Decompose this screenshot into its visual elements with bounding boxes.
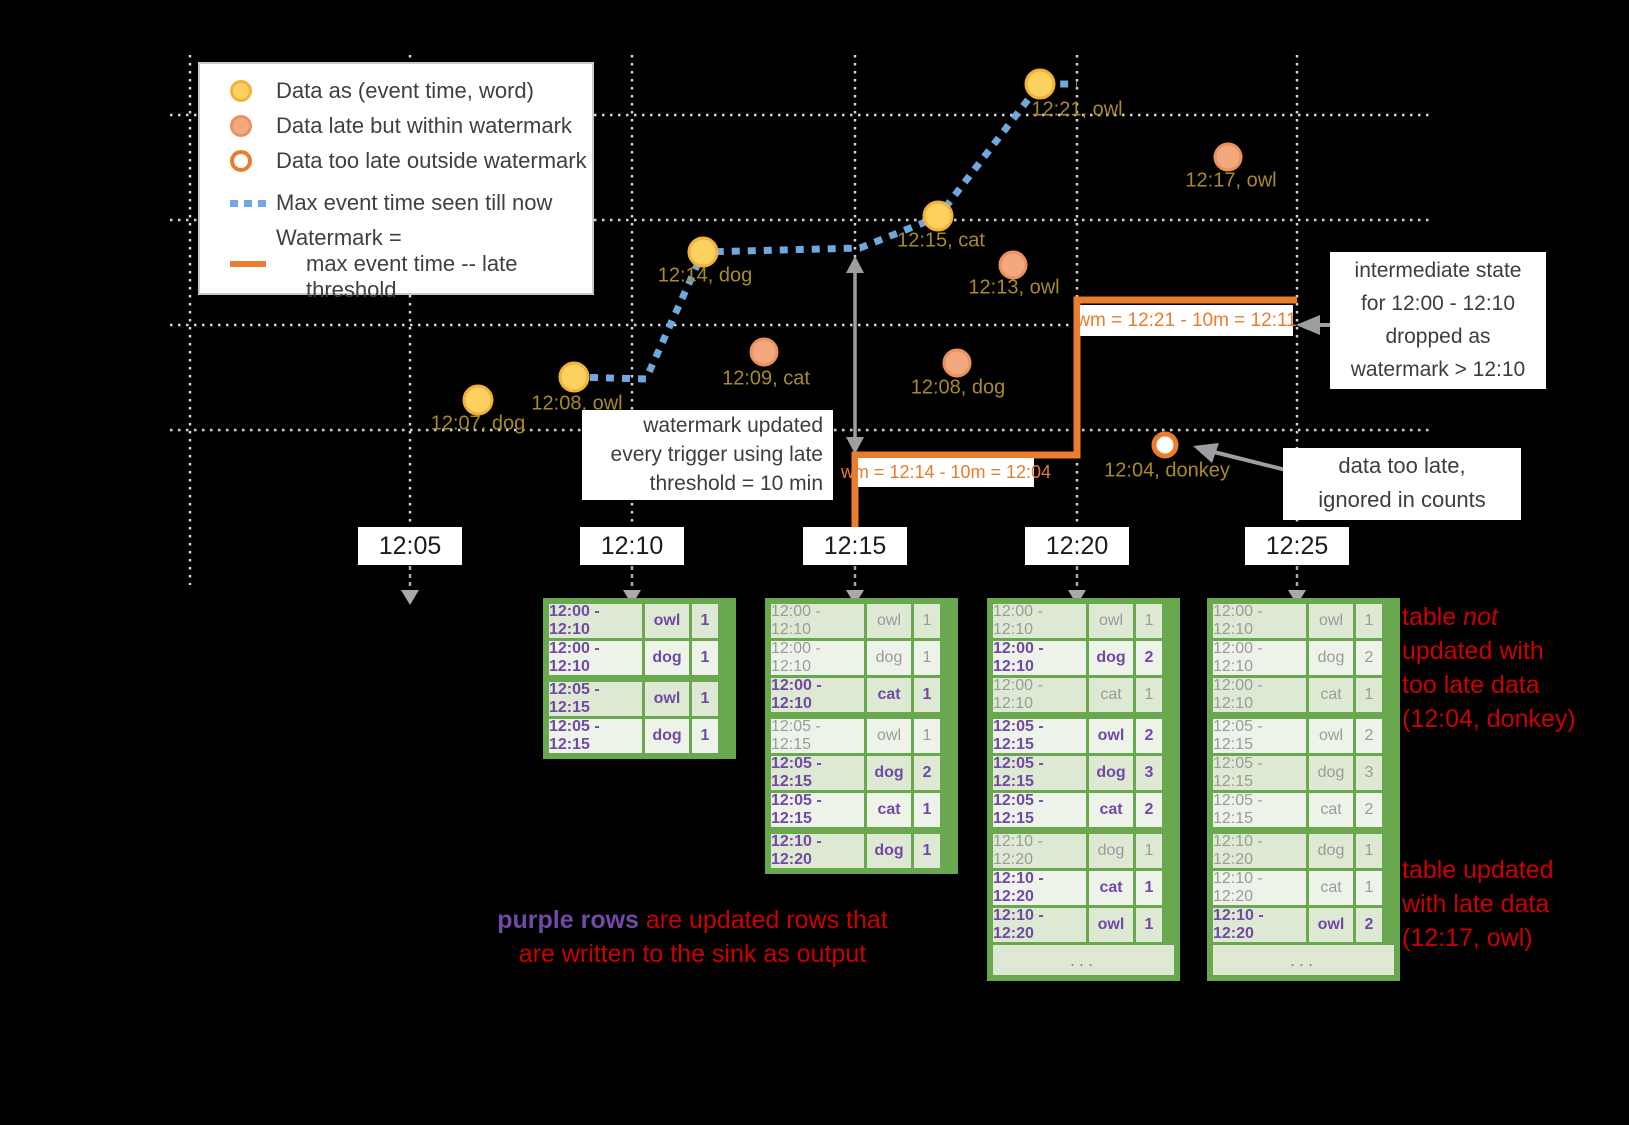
legend-label: Watermark = bbox=[276, 225, 402, 250]
point-label: 12:17, owl bbox=[1185, 169, 1277, 192]
table-row: 12:00 - 12:10 dog 2 bbox=[1213, 640, 1394, 675]
point-12-04-donkey bbox=[1151, 431, 1179, 459]
callout-data-too-late: data too late, ignored in counts bbox=[1283, 448, 1521, 520]
table-row: 12:10 - 12:20 owl 1 bbox=[993, 907, 1174, 942]
callout-watermark-updated: watermark updated every trigger using la… bbox=[582, 410, 833, 500]
too-late-dot-icon bbox=[230, 150, 252, 172]
time-label-12-25: 12:25 bbox=[1245, 527, 1349, 565]
point-label: 12:08, dog bbox=[910, 376, 1006, 399]
point-label: 12:15, cat bbox=[897, 229, 985, 252]
point-12-17-owl bbox=[1213, 142, 1243, 172]
point-12-13-owl bbox=[998, 250, 1028, 280]
table-row: 12:00 - 12:10 dog 1 bbox=[771, 640, 952, 675]
table-row: 12:05 - 12:15 owl 2 bbox=[1213, 718, 1394, 753]
table-row: 12:00 - 12:10 cat 1 bbox=[771, 677, 952, 712]
trigger-arrows bbox=[401, 566, 1306, 605]
table-row: 12:05 - 12:15 cat 1 bbox=[771, 792, 952, 827]
table-row: 12:05 - 12:15 owl 2 bbox=[993, 718, 1174, 753]
max-event-time-line bbox=[573, 80, 1077, 383]
on-time-dot-icon bbox=[230, 80, 252, 102]
table-row: 12:05 - 12:15 owl 1 bbox=[771, 718, 952, 753]
table-row: 12:00 - 12:10 owl 1 bbox=[1213, 603, 1394, 638]
point-label: 12:04, donkey bbox=[1104, 459, 1230, 482]
table-row: 12:10 - 12:20 dog 1 bbox=[771, 833, 952, 868]
table-row: 12:00 - 12:10 cat 1 bbox=[993, 677, 1174, 712]
legend-label: Data too late outside watermark bbox=[276, 148, 587, 173]
legend-item-max-event-time: Max event time seen till now bbox=[230, 190, 592, 216]
point-12-08-owl bbox=[558, 361, 590, 393]
table-row: 12:10 - 12:20 cat 1 bbox=[993, 870, 1174, 905]
result-table-12-25: 12:00 - 12:10 owl 1 12:00 - 12:10 dog 2 12:0… bbox=[1207, 598, 1400, 981]
table-row: 12:10 - 12:20 cat 1 bbox=[1213, 870, 1394, 905]
table-row: 12:00 - 12:10 owl 1 bbox=[549, 603, 730, 638]
watermark-line bbox=[851, 296, 1297, 527]
point-12-09-cat bbox=[749, 337, 779, 367]
table-row: 12:00 - 12:10 owl 1 bbox=[993, 603, 1174, 638]
point-12-14-dog bbox=[687, 236, 719, 268]
table-row: 12:10 - 12:20 owl 2 bbox=[1213, 907, 1394, 942]
legend: Data as (event time, word) Data late but… bbox=[198, 62, 594, 302]
note-table-updated: table updated with late data (12:17, owl… bbox=[1402, 856, 1554, 952]
table-row: 12:05 - 12:15 dog 3 bbox=[993, 755, 1174, 790]
point-label: 12:09, cat bbox=[722, 367, 810, 390]
point-12-15-cat bbox=[922, 200, 954, 232]
note-purple-rows: purple rows are updated rows that are wr… bbox=[497, 906, 888, 968]
watermark-value-1: wm = 12:14 - 10m = 12:04 bbox=[841, 458, 1051, 487]
result-table-12-10: 12:00 - 12:10 owl 1 12:00 - 12:10 dog 1 12:0… bbox=[543, 598, 736, 759]
legend-label: Data late but within watermark bbox=[276, 113, 572, 138]
time-label-12-20: 12:20 bbox=[1025, 527, 1129, 565]
point-label: 12:08, owl bbox=[531, 392, 623, 415]
max-event-time-line-icon bbox=[230, 199, 266, 207]
data-points bbox=[462, 68, 1243, 459]
point-label: 12:13, owl bbox=[968, 276, 1060, 299]
table-row: 12:05 - 12:15 owl 1 bbox=[549, 681, 730, 716]
point-label: 12:21, owl bbox=[1031, 98, 1123, 121]
legend-label: Max event time seen till now bbox=[276, 190, 553, 215]
table-more-row: ... bbox=[1213, 945, 1394, 975]
table-row: 12:05 - 12:15 dog 3 bbox=[1213, 755, 1394, 790]
point-12-21-owl bbox=[1024, 68, 1056, 100]
table-row: 12:00 - 12:10 owl 1 bbox=[771, 603, 952, 638]
legend-item-watermark: Watermark = max event time -- late thres… bbox=[230, 225, 592, 303]
late-dot-icon bbox=[230, 115, 252, 137]
table-row: 12:10 - 12:20 dog 1 bbox=[993, 833, 1174, 868]
table-row: 12:10 - 12:20 dog 1 bbox=[1213, 833, 1394, 868]
result-table-12-15: 12:00 - 12:10 owl 1 12:00 - 12:10 dog 1 12:0… bbox=[765, 598, 958, 874]
table-row: 12:05 - 12:15 dog 2 bbox=[771, 755, 952, 790]
table-row: 12:05 - 12:15 cat 2 bbox=[993, 792, 1174, 827]
table-row: 12:00 - 12:10 cat 1 bbox=[1213, 677, 1394, 712]
time-label-12-10: 12:10 bbox=[580, 527, 684, 565]
watermark-line-icon bbox=[230, 261, 266, 267]
table-more-row: ... bbox=[993, 945, 1174, 975]
legend-item-on-time: Data as (event time, word) bbox=[230, 78, 592, 104]
table-row: 12:00 - 12:10 dog 1 bbox=[549, 640, 730, 675]
legend-item-too-late: Data too late outside watermark bbox=[230, 148, 592, 174]
table-row: 12:05 - 12:15 cat 2 bbox=[1213, 792, 1394, 827]
point-12-07-dog bbox=[462, 384, 494, 416]
table-row: 12:05 - 12:15 dog 1 bbox=[549, 718, 730, 753]
result-table-12-20: 12:00 - 12:10 owl 1 12:00 - 12:10 dog 2 12:0… bbox=[987, 598, 1180, 981]
time-label-12-05: 12:05 bbox=[358, 527, 462, 565]
table-row: 12:00 - 12:10 dog 2 bbox=[993, 640, 1174, 675]
point-label: 12:14, dog bbox=[657, 264, 753, 287]
time-label-12-15: 12:15 bbox=[803, 527, 907, 565]
legend-item-late: Data late but within watermark bbox=[230, 113, 592, 139]
point-label: 12:07, dog bbox=[430, 412, 526, 435]
legend-label: Data as (event time, word) bbox=[276, 78, 534, 103]
point-12-08-dog bbox=[942, 348, 972, 378]
legend-label-continued: max event time -- late threshold bbox=[306, 251, 518, 302]
late-threshold-arrow bbox=[846, 256, 864, 454]
callout-state-dropped: intermediate state for 12:00 - 12:10 dro… bbox=[1330, 252, 1546, 389]
watermark-value-2: wm = 12:21 - 10m = 12:11 bbox=[1076, 305, 1297, 336]
note-table-not-updated: table not updated with too late data (12… bbox=[1402, 603, 1576, 733]
